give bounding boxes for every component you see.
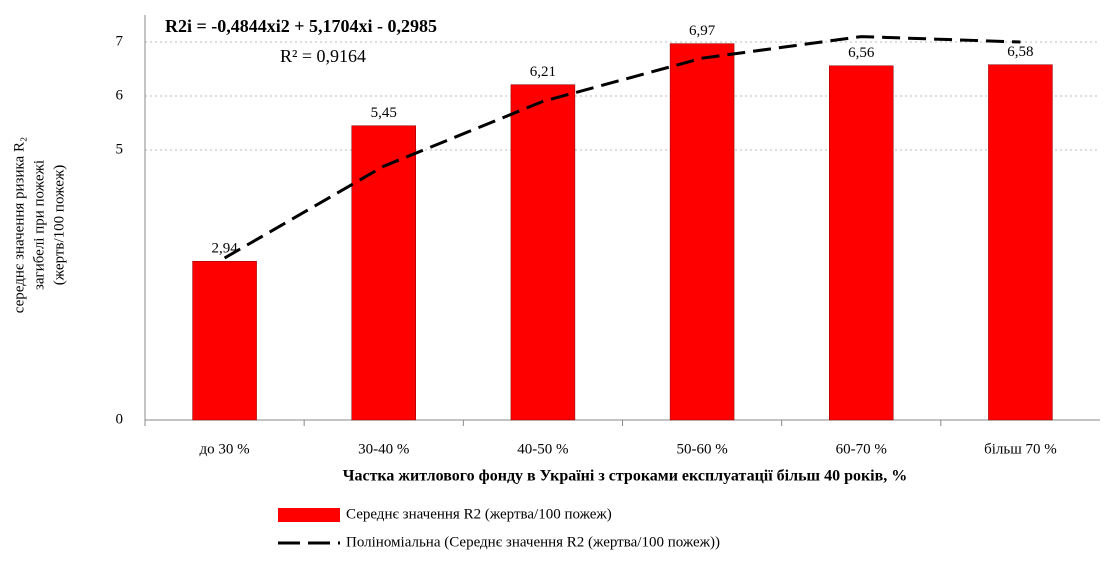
x-tick-label: 60-70 %: [836, 441, 887, 457]
x-tick-label: 50-60 %: [676, 441, 727, 457]
data-label: 2,94: [211, 241, 238, 257]
data-label: 6,97: [689, 23, 716, 39]
bar: [988, 64, 1053, 421]
legend-label: Поліноміальна (Середнє значення R2 (жерт…: [346, 534, 720, 550]
legend-swatch: [278, 508, 340, 522]
y-label-line: (жертв/100 пожеж): [51, 165, 67, 286]
y-label-line: загибелі при пожежі: [31, 160, 47, 290]
legend-label: Середнє значення R2 (жертва/100 пожеж): [346, 506, 612, 522]
x-tick-label: 40-50 %: [517, 441, 568, 457]
y-tick-label: 5: [116, 141, 124, 157]
x-tick-label: більш 70 %: [984, 441, 1057, 457]
bar: [829, 65, 894, 421]
data-label: 6,58: [1007, 44, 1033, 60]
bar: [351, 125, 416, 421]
r-squared: R² = 0,9164: [280, 46, 366, 66]
bar: [669, 43, 735, 421]
x-tick-label: до 30 %: [200, 441, 250, 457]
y-tick-label: 6: [116, 87, 124, 103]
y-axis-title: середнє значення ризика R₂ загибелі при …: [11, 137, 67, 313]
data-label: 6,21: [530, 64, 556, 80]
y-label-line: середнє значення ризика R₂: [11, 137, 27, 313]
data-label: 6,56: [848, 45, 875, 61]
x-axis-title: Частка житлового фонду в Україні з строк…: [343, 468, 908, 485]
y-tick-label: 7: [116, 33, 124, 49]
equation: R2i = -0,4844xi2 + 5,1704xi - 0,2985: [165, 16, 437, 36]
y-tick-label: 0: [116, 411, 124, 427]
data-label: 5,45: [371, 105, 397, 121]
bar: [510, 84, 576, 421]
trend-line: [223, 35, 1021, 260]
bar: [192, 260, 257, 421]
x-tick-label: 30-40 %: [358, 441, 409, 457]
